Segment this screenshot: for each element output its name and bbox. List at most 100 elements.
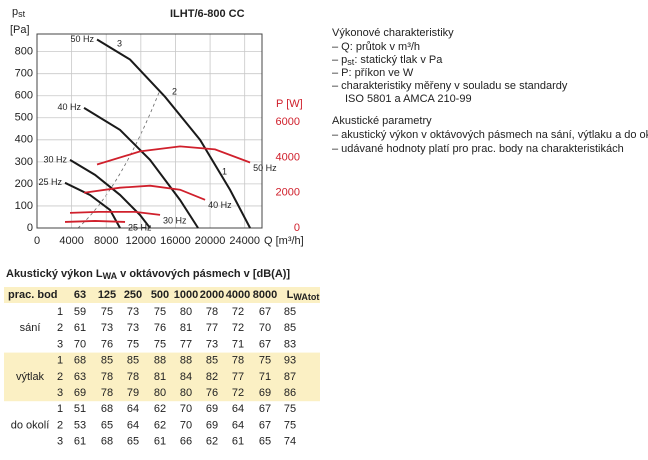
note: – charakteristiky měřeny v souladu se st… [332,80,568,92]
table-cell: 80 [180,387,192,399]
table-cell: 71 [259,371,271,383]
series-label: 25 Hz [38,177,62,187]
table-header: 8000 [253,289,277,301]
table-cell: 76 [101,338,113,350]
curve-number: 3 [117,38,122,48]
table-cell: 75 [284,403,296,415]
table-cell: 64 [127,419,139,431]
header-sub: WAtot [293,292,319,302]
table-cell: 69 [206,403,218,415]
y-tick-label: 400 [15,134,33,146]
table-cell: 72 [232,387,244,399]
table-cell: 62 [206,436,218,448]
y-tick-label: 300 [15,156,33,168]
table-cell: 77 [206,322,218,334]
table-cell: 2 [57,371,63,383]
note: – Q: průtok v m³/h [332,41,420,53]
table-cell: 80 [180,306,192,318]
table-cell: 78 [127,371,139,383]
series-line [64,220,126,223]
table-cell: 67 [259,403,271,415]
caption-sub: WA [103,271,118,281]
table-header: 250 [124,289,142,301]
table-cell: 72 [232,306,244,318]
curve-number: 1 [222,166,227,176]
table-cell: 64 [232,403,244,415]
table-header: 63 [74,289,86,301]
table-header: 1000 [174,289,198,301]
table-cell: 70 [259,322,271,334]
table-cell: 69 [206,419,218,431]
series-label: 50 Hz [253,163,277,173]
table-cell: 85 [127,355,139,367]
table-cell: 67 [259,419,271,431]
table-cell: 84 [180,371,192,383]
y-tick-label: 200 [15,178,33,190]
notes-title: Akustické parametry [332,115,432,127]
table-cell: 86 [284,387,296,399]
table-header: LWAtot [287,289,320,302]
caption-part: v oktávových pásmech v [dB(A)] [117,268,290,280]
table-cell: 75 [127,338,139,350]
table-cell: 70 [180,419,192,431]
table-cell: 73 [206,338,218,350]
table-cell: 68 [101,403,113,415]
table-header: 125 [98,289,116,301]
note: – akustický výkon v oktávových pásmech n… [332,129,648,141]
x-tick-label: 24000 [229,235,260,247]
table-cell: 87 [284,371,296,383]
table-cell: 2 [57,322,63,334]
notes: Výkonové charakteristiky – Q: průtok v m… [332,27,648,155]
table-header: 2000 [200,289,224,301]
table-cell: 62 [154,403,166,415]
table-cell: 1 [57,355,63,367]
x-tick-label: 16000 [160,235,191,247]
table-cell: 76 [206,387,218,399]
table-cell: 63 [74,371,86,383]
caption-part: Akustický výkon L [6,268,103,280]
y2-tick-label: 0 [294,222,300,234]
table-cell: 1 [57,306,63,318]
table-header: 4000 [226,289,250,301]
table-cell: 75 [284,419,296,431]
table-cell: 93 [284,355,296,367]
table-cell: 70 [180,403,192,415]
y-unit: [Pa] [10,24,30,36]
series-line [83,184,206,201]
table-cell: 68 [74,355,86,367]
table-header: prac. bod [8,289,58,301]
note-sub: st [347,57,355,67]
table-cell: 78 [101,371,113,383]
table-cell: 3 [57,436,63,448]
group-label: sání [20,322,41,334]
note-part: – p [332,54,347,66]
table-caption: Akustický výkon LWA v oktávových pásmech… [6,268,290,281]
table-cell: 78 [206,306,218,318]
x-tick-label: 12000 [126,235,157,247]
table-cell: 75 [154,338,166,350]
table-cell: 72 [232,322,244,334]
note-part: : statický tlak v Pa [354,54,443,66]
table-cell: 71 [232,338,244,350]
series-line [96,38,251,229]
table-cell: 77 [232,371,244,383]
y2-tick-label: 2000 [276,187,300,199]
table-cell: 85 [101,355,113,367]
x-label: Q [m³/h] [264,235,304,247]
y2-label: P [W] [276,98,303,110]
table-cell: 3 [57,338,63,350]
table-cell: 81 [180,322,192,334]
series-label: 40 Hz [58,102,82,112]
group-label: do okolí [11,419,50,431]
header-bg [4,287,320,303]
y2-tick-label: 4000 [276,151,300,163]
group-label: výtlak [16,371,45,383]
table-cell: 67 [259,338,271,350]
table-cell: 65 [259,436,271,448]
table-cell: 85 [284,306,296,318]
table-cell: 69 [259,387,271,399]
table-cell: 88 [180,355,192,367]
table-cell: 75 [154,306,166,318]
y-tick-label: 0 [27,222,33,234]
system-curve [77,89,161,229]
